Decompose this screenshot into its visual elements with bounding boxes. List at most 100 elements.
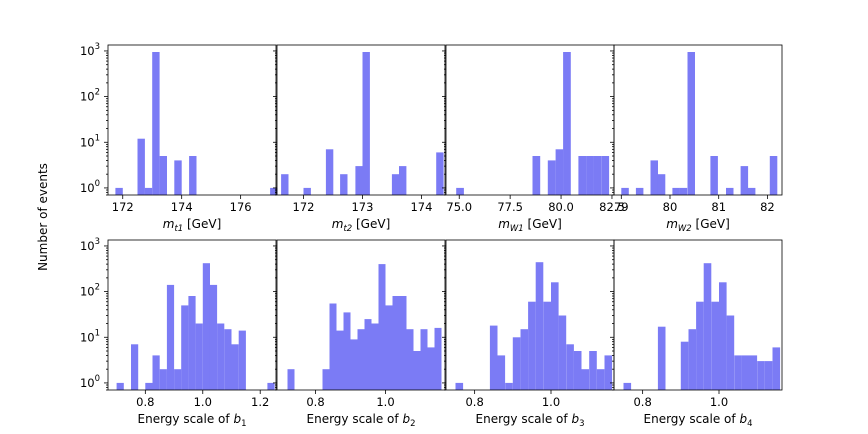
x-tick-label: 1.2 bbox=[251, 395, 269, 409]
histogram-bar bbox=[747, 187, 756, 195]
x-tick-label: 1.0 bbox=[542, 395, 560, 409]
x-tick-label: 77.5 bbox=[497, 200, 523, 214]
histogram-bar bbox=[115, 187, 123, 195]
axes-frame bbox=[613, 239, 783, 391]
histogram-bar bbox=[535, 262, 544, 390]
histogram-bar bbox=[672, 187, 680, 195]
x-tick-label: 174 bbox=[410, 200, 432, 214]
histogram-bar bbox=[166, 284, 175, 390]
histogram-bar bbox=[303, 187, 311, 195]
histogram-bar bbox=[520, 329, 529, 390]
x-tick-label: 82 bbox=[760, 200, 775, 214]
x-tick-label: 173 bbox=[351, 200, 373, 214]
histogram-bar bbox=[741, 355, 750, 390]
histogram-bar bbox=[581, 369, 590, 390]
histogram-bar bbox=[152, 355, 160, 390]
histogram-bar bbox=[573, 351, 582, 390]
x-tick-label: 176 bbox=[230, 200, 252, 214]
histogram-bar bbox=[224, 329, 232, 390]
histogram-bar bbox=[189, 156, 197, 195]
histogram-bar bbox=[322, 369, 330, 390]
histogram-bar bbox=[350, 339, 358, 390]
x-axis-label: mt1 [GeV] bbox=[163, 217, 222, 234]
axes-frame bbox=[276, 44, 446, 196]
histogram-bar bbox=[680, 341, 689, 390]
y-tick-label: 101 bbox=[80, 133, 100, 149]
histogram-bar bbox=[623, 382, 632, 390]
x-tick-label: 82.5 bbox=[599, 200, 625, 214]
x-tick-label: 1.0 bbox=[376, 395, 394, 409]
axes-frame bbox=[107, 239, 277, 391]
histogram-bar bbox=[551, 282, 559, 390]
histogram-bar bbox=[711, 301, 719, 390]
histogram-bar bbox=[391, 174, 400, 195]
histogram-bar bbox=[749, 355, 758, 390]
histogram-bar bbox=[181, 305, 189, 390]
histogram-bar bbox=[385, 305, 393, 390]
histogram-bar bbox=[621, 187, 629, 195]
histogram-bar bbox=[195, 323, 203, 390]
histogram-bar bbox=[281, 174, 289, 195]
histogram-bar bbox=[455, 382, 464, 390]
histogram-bar bbox=[378, 264, 386, 390]
x-tick-label: 79 bbox=[614, 200, 629, 214]
histogram-bar bbox=[231, 344, 239, 390]
x-tick-label: 0.8 bbox=[465, 395, 483, 409]
x-tick-label: 0.8 bbox=[306, 395, 324, 409]
x-tick-label: 0.8 bbox=[633, 395, 651, 409]
y-tick-label: 100 bbox=[80, 374, 100, 390]
x-axis-label: mt2 [GeV] bbox=[332, 217, 391, 234]
histogram-bar bbox=[202, 263, 210, 390]
histogram-bar bbox=[764, 361, 773, 390]
histogram-bar bbox=[650, 160, 658, 195]
histogram-bar bbox=[696, 301, 704, 390]
histogram-bar bbox=[726, 187, 734, 195]
histogram-bar bbox=[635, 187, 644, 195]
histogram-bar bbox=[340, 174, 348, 195]
y-tick-label: 100 bbox=[80, 179, 100, 195]
histogram-panel-6: 0.8 1.0 Energy scale of b2 bbox=[273, 239, 446, 429]
axes-frame bbox=[276, 239, 446, 391]
histogram-bar bbox=[578, 156, 587, 195]
histogram-bar bbox=[343, 312, 351, 390]
y-tick-label: 102 bbox=[80, 283, 100, 299]
histogram-bar bbox=[152, 52, 160, 195]
histogram-bar bbox=[593, 156, 602, 195]
histogram-bar bbox=[532, 156, 541, 195]
y-tick-label: 102 bbox=[80, 88, 100, 104]
histogram-bar bbox=[357, 329, 365, 390]
histogram-bar bbox=[601, 156, 610, 195]
histogram-bar bbox=[399, 296, 407, 390]
x-axis-label: Energy scale of b3 bbox=[476, 412, 585, 429]
histogram-bar bbox=[188, 296, 196, 390]
histogram-bar bbox=[657, 326, 666, 390]
axes-frame bbox=[107, 44, 277, 196]
x-tick-label: 0.8 bbox=[136, 395, 154, 409]
panels: 100 101 102 103 172 174 176 mt1 [GeV] 172 173 174 m… bbox=[80, 42, 783, 429]
x-axis-label: mW1 [GeV] bbox=[498, 217, 562, 234]
y-tick-label: 103 bbox=[80, 42, 100, 58]
histogram-bar bbox=[734, 355, 742, 390]
histogram-bar bbox=[589, 351, 597, 390]
histogram-bar bbox=[399, 166, 407, 195]
histogram-bar bbox=[329, 303, 337, 390]
x-tick-label: 80 bbox=[663, 200, 678, 214]
histogram-bar bbox=[362, 52, 370, 195]
histogram-bar bbox=[563, 52, 571, 195]
histogram-bar bbox=[566, 344, 574, 390]
histogram-panel-2: 172 173 174 mt2 [GeV] bbox=[273, 44, 446, 234]
histogram-bar bbox=[174, 160, 182, 195]
histogram-bar bbox=[145, 382, 153, 390]
histogram-bar bbox=[710, 156, 718, 195]
y-tick-label: 101 bbox=[80, 328, 100, 344]
histogram-bar bbox=[436, 152, 444, 195]
x-axis-label: Energy scale of b4 bbox=[644, 412, 753, 429]
histogram-bar bbox=[371, 323, 379, 390]
histogram-bar bbox=[174, 369, 182, 390]
histogram-bar bbox=[596, 369, 605, 390]
x-axis-label: mW2 [GeV] bbox=[666, 217, 730, 234]
x-tick-label: 1.0 bbox=[194, 395, 212, 409]
histogram-panel-8: 0.8 1.0 Energy scale of b4 bbox=[610, 239, 783, 429]
histogram-bar bbox=[558, 315, 567, 390]
x-tick-label: 75.0 bbox=[446, 200, 472, 214]
